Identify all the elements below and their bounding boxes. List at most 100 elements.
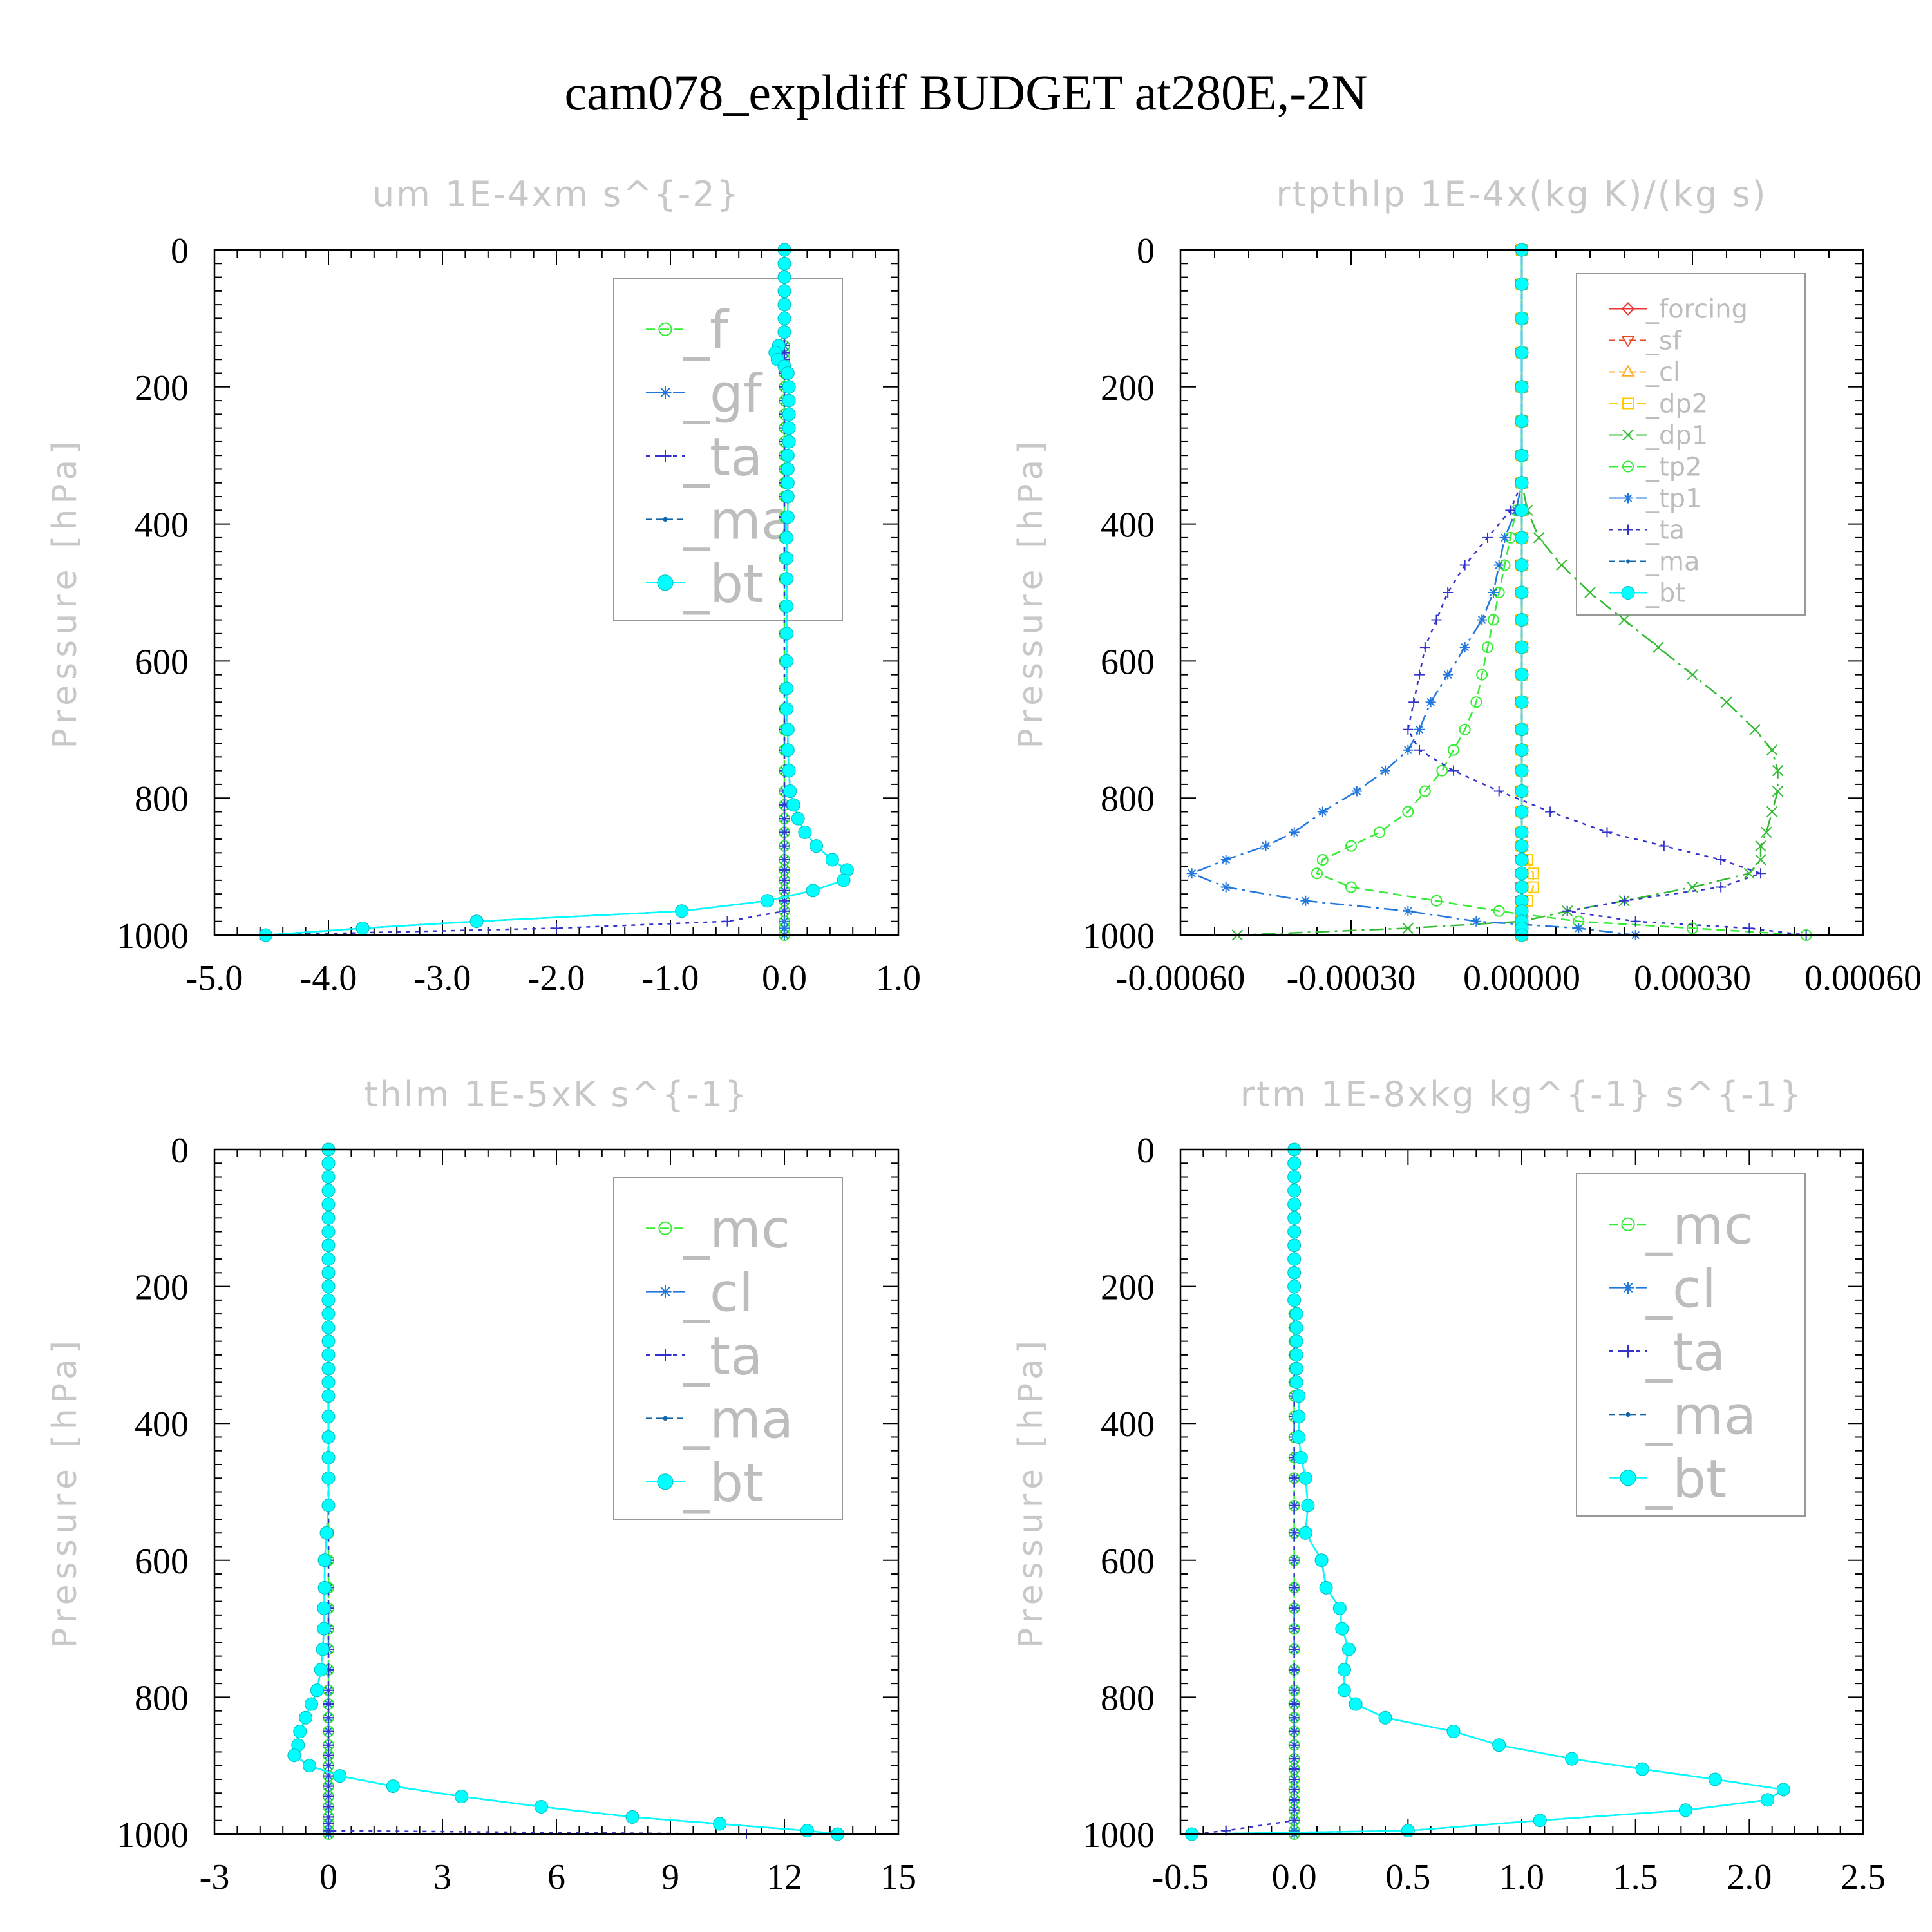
- data-point: [1289, 827, 1300, 838]
- legend-label: _tp2: [1645, 453, 1702, 482]
- x-tick-label: 15: [880, 1857, 916, 1897]
- data-point: [779, 813, 790, 824]
- data-point: [1602, 827, 1613, 838]
- data-point: [1289, 1528, 1300, 1539]
- data-point: [1300, 895, 1311, 906]
- y-tick-label: 600: [1101, 1542, 1155, 1582]
- data-point: [779, 854, 790, 865]
- legend-label: _ta: [1645, 1322, 1725, 1383]
- data-point: [1402, 806, 1414, 818]
- data-point: [321, 1170, 336, 1184]
- data-point: [1766, 744, 1778, 756]
- data-point: [321, 1450, 336, 1464]
- data-point: [1289, 1699, 1300, 1710]
- data-point: [1493, 905, 1505, 917]
- data-point: [1515, 784, 1529, 799]
- y-tick-label: 0: [171, 231, 189, 271]
- data-point: [780, 627, 794, 641]
- data-point: [1287, 1293, 1302, 1307]
- data-point: [1721, 696, 1732, 708]
- data-point: [1459, 560, 1470, 571]
- data-point: [1345, 840, 1357, 852]
- data-point: [1414, 744, 1425, 755]
- data-point: [321, 1238, 336, 1253]
- legend-entry: _bt: [646, 1453, 764, 1514]
- data-point: [760, 894, 774, 908]
- legend-label: _mc: [1645, 1195, 1753, 1256]
- data-point: [1289, 1320, 1303, 1334]
- y-tick-label: 600: [135, 1542, 189, 1582]
- data-point: [779, 875, 790, 886]
- data-point: [317, 1601, 331, 1615]
- data-point: [323, 1801, 334, 1812]
- data-point: [1287, 1156, 1302, 1170]
- y-tick-label: 800: [1101, 1678, 1155, 1718]
- data-point: [1476, 668, 1488, 681]
- data-point: [1515, 640, 1529, 654]
- legend-label: _gf: [683, 364, 763, 425]
- data-point: [1515, 585, 1529, 600]
- legend-entry: _dp2: [1609, 390, 1708, 419]
- data-point: [1658, 840, 1669, 851]
- legend-marker: [1623, 524, 1633, 535]
- data-point: [317, 1622, 331, 1636]
- data-point: [1436, 764, 1448, 777]
- y-tick-label: 0: [1137, 231, 1155, 271]
- legend-marker: [1625, 1412, 1631, 1417]
- legend-entry: _ta: [646, 427, 762, 488]
- series-line: [1189, 250, 1636, 936]
- legend-label: _ma: [683, 1389, 793, 1450]
- data-point: [1374, 826, 1386, 838]
- data-point: [1287, 1225, 1302, 1239]
- legend-entry: _sf: [1609, 327, 1682, 356]
- chart-title: thlm 1E-5xK s^{-1}: [365, 1074, 749, 1115]
- data-point: [1708, 1772, 1722, 1786]
- chart-panels: um 1E-4xm s^{-2} Pressure [hPa] -5.0 -4.0 -3…: [46, 174, 1922, 1897]
- data-point: [1292, 1430, 1306, 1444]
- data-point: [1287, 1265, 1302, 1280]
- data-point: [781, 489, 795, 504]
- data-point: [299, 1710, 313, 1725]
- legend-marker: [1622, 1282, 1634, 1294]
- data-point: [1378, 1710, 1392, 1725]
- data-point: [1515, 476, 1529, 490]
- legend-entry: _ma: [1609, 1385, 1756, 1446]
- legend-marker: [659, 1285, 672, 1298]
- y-tick-label: 800: [135, 779, 189, 819]
- legend-marker: [1621, 365, 1635, 377]
- legend-box: [613, 1177, 843, 1520]
- legend-marker: [663, 516, 668, 522]
- data-point: [321, 1280, 336, 1294]
- data-point: [323, 1726, 334, 1737]
- data-point: [317, 1580, 332, 1595]
- axis-ticks: [1180, 1149, 1864, 1835]
- y-tick-label: 200: [135, 1268, 189, 1308]
- data-point: [1403, 724, 1414, 735]
- data-point: [1687, 668, 1698, 681]
- legend-entry: _forcing: [1609, 295, 1748, 325]
- x-tick-label: 2.5: [1841, 1857, 1886, 1897]
- data-point: [1448, 744, 1459, 756]
- data-point: [323, 1685, 334, 1696]
- data-point: [1287, 1238, 1302, 1253]
- data-point: [1755, 840, 1766, 852]
- legend-entry: _ma: [646, 1389, 793, 1450]
- data-point: [1487, 614, 1499, 626]
- series-line: [293, 1150, 838, 1835]
- data-point: [1515, 613, 1529, 627]
- legend-marker: [1621, 1217, 1635, 1231]
- data-point: [1515, 695, 1529, 709]
- data-point: [1289, 1643, 1300, 1654]
- data-point: [1505, 505, 1516, 516]
- series-bt: [1185, 1142, 1790, 1841]
- series-tp1: [1186, 245, 1641, 940]
- data-point: [780, 681, 794, 696]
- legend-entry: _cl: [1609, 1259, 1716, 1320]
- data-point: [1678, 1803, 1692, 1817]
- data-point: [1289, 1726, 1300, 1737]
- data-point: [1289, 1582, 1300, 1593]
- y-tick-label: 200: [1101, 368, 1155, 408]
- legend-entry: _tp1: [1609, 484, 1702, 514]
- data-point: [1289, 1603, 1300, 1614]
